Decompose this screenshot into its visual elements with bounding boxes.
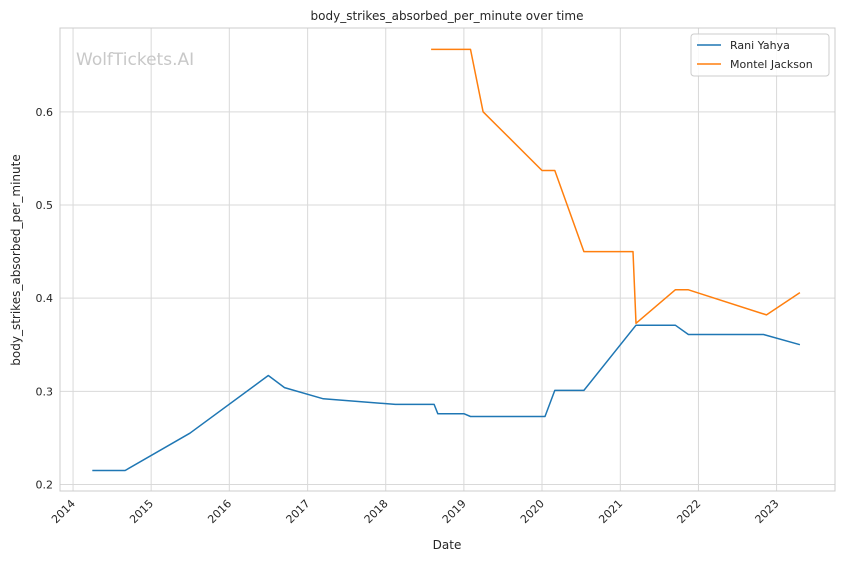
series-lines xyxy=(92,48,801,472)
x-tick-label: 2021 xyxy=(596,497,625,526)
y-tick-label: 0.6 xyxy=(36,106,54,119)
x-tick-labels: 2014 2015 2016 2017 2018 2019 2020 2021 2022 2023 xyxy=(49,497,782,526)
legend: Rani Yahya Montel Jackson xyxy=(690,33,830,77)
y-tick-label: 0.5 xyxy=(36,199,54,212)
x-tick-label: 2016 xyxy=(205,497,234,526)
legend-label-rani-yahya: Rani Yahya xyxy=(730,39,790,52)
x-tick-label: 2018 xyxy=(362,497,391,526)
chart-title: body_strikes_absorbed_per_minute over ti… xyxy=(311,9,584,23)
legend-label-montel-jackson: Montel Jackson xyxy=(730,58,813,71)
series-line-rani-yahya xyxy=(92,324,801,472)
y-axis-label: body_strikes_absorbed_per_minute xyxy=(9,154,23,365)
x-tick-label: 2020 xyxy=(518,497,547,526)
x-tick-label: 2022 xyxy=(674,497,703,526)
series-line-montel-jackson xyxy=(431,48,801,325)
x-tick-label: 2017 xyxy=(284,497,313,526)
y-tick-label: 0.4 xyxy=(36,292,54,305)
y-tick-label: 0.3 xyxy=(36,385,54,398)
legend-box xyxy=(690,33,830,77)
x-tick-label: 2015 xyxy=(127,497,156,526)
x-tick-label: 2023 xyxy=(753,497,782,526)
y-tick-label: 0.2 xyxy=(36,478,54,491)
plot-frame xyxy=(59,27,836,492)
y-tick-labels: 0.2 0.3 0.4 0.5 0.6 xyxy=(36,106,54,492)
watermark: WolfTickets.AI xyxy=(76,50,194,70)
x-tick-label: 2014 xyxy=(49,497,78,526)
grid xyxy=(60,28,835,491)
x-axis-label: Date xyxy=(433,538,462,552)
x-tick-label: 2019 xyxy=(440,497,469,526)
